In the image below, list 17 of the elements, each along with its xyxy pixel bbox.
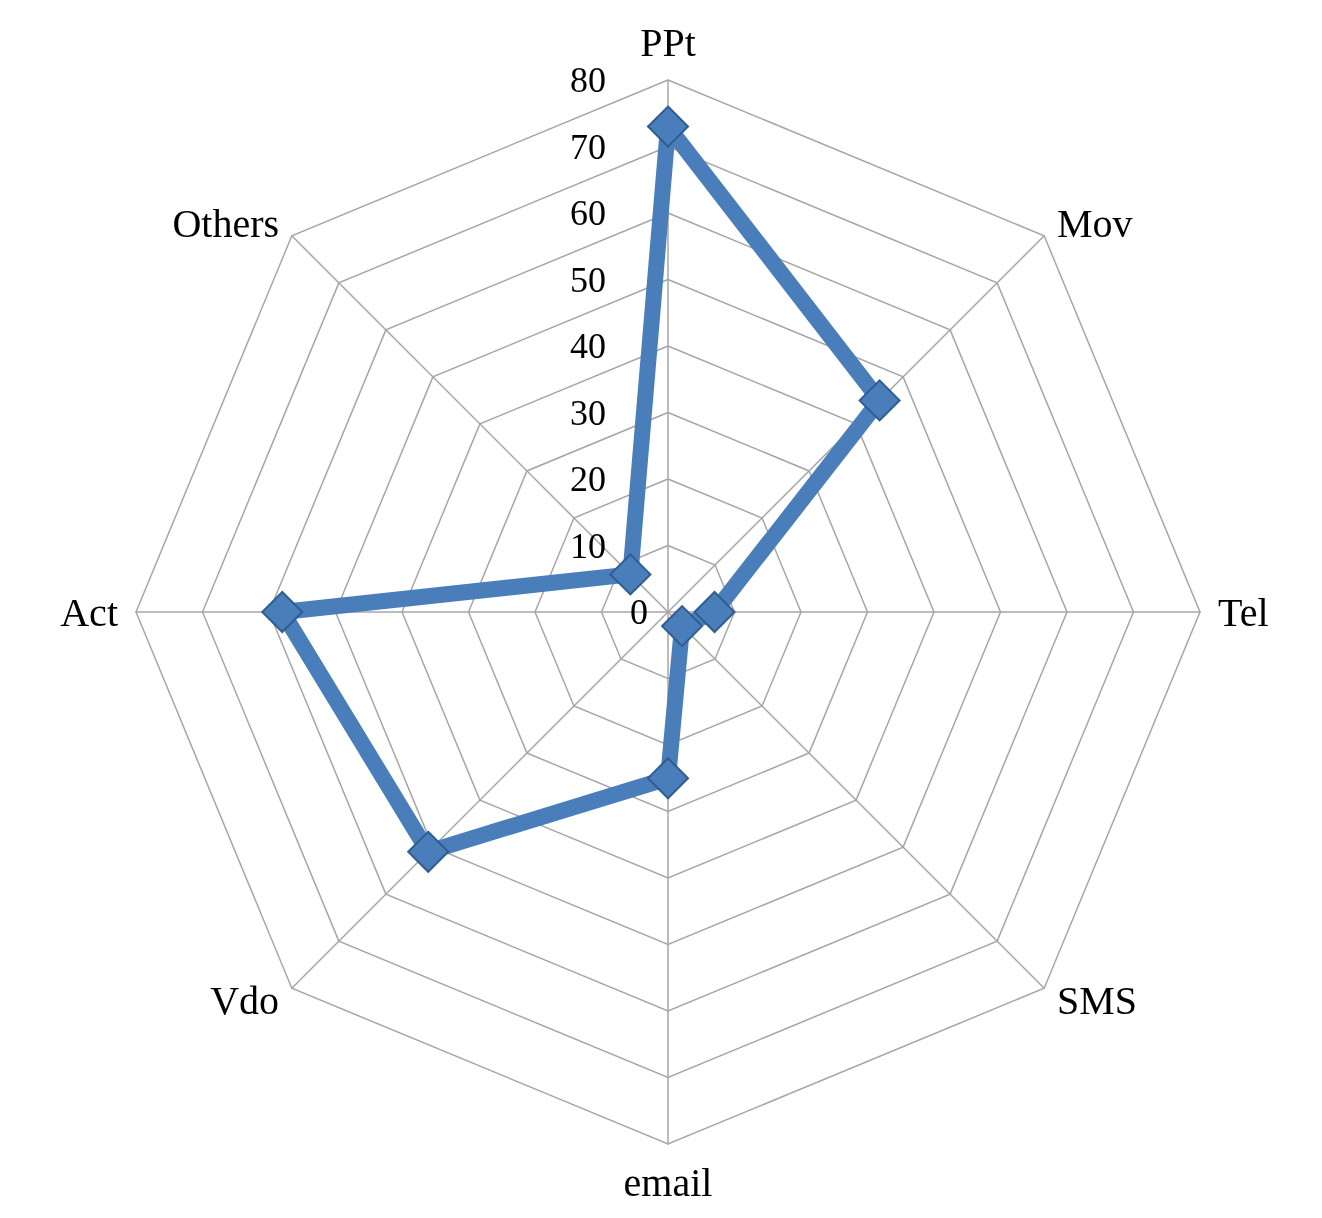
spoke-label: PPt — [640, 19, 696, 65]
y-tick-label: 0 — [630, 592, 648, 632]
spoke-label: email — [623, 1159, 713, 1205]
spoke-label: Tel — [1218, 589, 1269, 635]
spoke-label: SMS — [1056, 978, 1137, 1024]
y-tick-label: 70 — [570, 126, 606, 167]
y-tick-label: 20 — [570, 459, 606, 499]
y-tick-label: 10 — [570, 525, 606, 566]
y-tick-label: 40 — [570, 326, 606, 366]
spoke-label: Others — [172, 200, 280, 246]
y-tick-label: 60 — [570, 193, 606, 233]
spoke-label: Vdo — [210, 978, 280, 1024]
spoke-label: Mov — [1056, 200, 1133, 246]
y-tick-label: 30 — [570, 392, 606, 433]
y-tick-label: 80 — [570, 60, 606, 100]
y-tick-label: 50 — [570, 259, 606, 300]
spoke-label: Act — [60, 589, 118, 635]
